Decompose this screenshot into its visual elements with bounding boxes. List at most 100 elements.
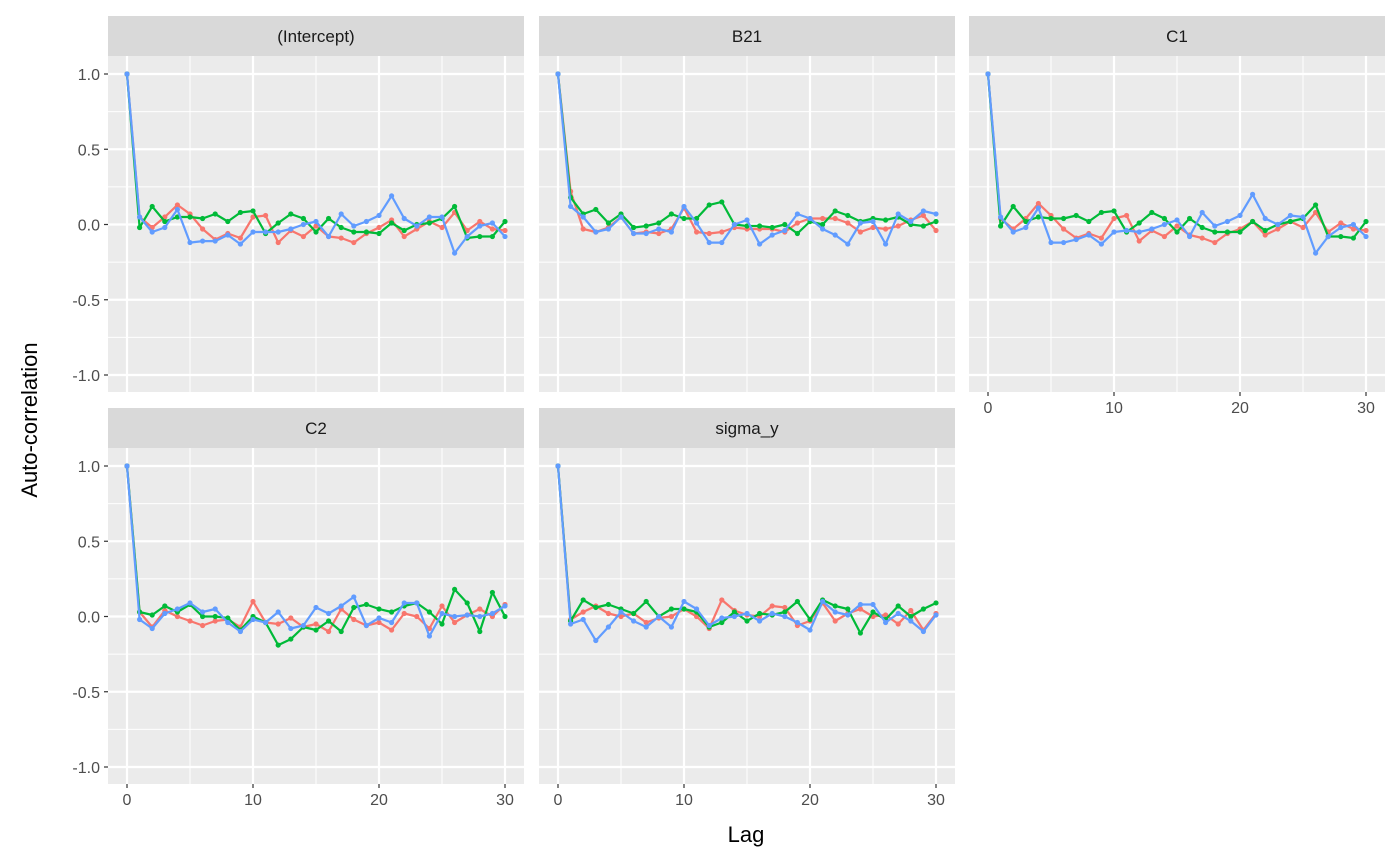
data-point [908,607,914,614]
data-point [719,615,725,621]
data-point [149,229,155,235]
data-point [1212,239,1218,246]
data-point [985,71,991,77]
y-tick-label: 0.5 [78,534,100,551]
data-point [555,463,561,469]
y-tick-label: -0.5 [72,685,100,702]
data-point [769,232,775,238]
data-point [1338,224,1344,231]
data-point [1086,232,1092,238]
data-point [643,619,649,626]
data-point [300,215,306,222]
data-point [376,224,382,231]
data-point [832,603,838,609]
data-point [605,601,612,608]
data-point [1073,212,1079,219]
data-point [706,202,712,208]
data-point [200,238,206,244]
data-point [376,615,382,621]
data-point [933,218,939,225]
data-point [794,220,801,226]
data-point [326,215,332,222]
data-point [580,616,586,623]
facet-strip-title: C1 [1166,27,1188,46]
data-point [389,193,395,199]
data-point [1035,214,1041,220]
x-tick-label: 20 [801,792,819,809]
data-point [1187,233,1193,240]
facet-strip [539,408,955,448]
data-point [1061,239,1067,246]
data-point [149,625,155,632]
data-point [782,604,788,611]
data-point [174,202,180,208]
data-point [908,618,914,624]
data-point [845,212,851,219]
data-point [439,621,445,627]
data-point [237,209,243,216]
data-point [883,226,889,232]
data-point [376,230,382,237]
data-point [288,226,294,232]
data-point [668,229,675,235]
data-point [832,208,838,214]
x-tick-label: 0 [984,400,993,417]
data-point [1350,221,1356,228]
data-point [225,232,231,238]
data-point [631,224,637,231]
data-point [1098,209,1104,216]
x-tick-label: 30 [496,792,514,809]
data-point [1199,224,1205,231]
data-point [920,223,927,229]
data-point [1048,215,1054,222]
data-point [275,621,281,627]
data-point [631,230,637,237]
data-point [782,227,788,234]
data-point [643,230,649,237]
data-point [212,238,218,244]
x-tick-label: 20 [1231,400,1249,417]
data-point [363,229,369,235]
data-point [263,212,269,219]
data-point [807,215,813,222]
data-point [1199,209,1205,216]
data-point [1300,214,1306,220]
data-point [477,218,483,225]
data-point [477,613,483,620]
data-point [200,622,206,629]
data-point [668,613,675,620]
data-point [263,619,269,626]
data-point [1287,212,1293,219]
data-point [225,615,231,621]
data-point [820,215,826,222]
data-point [401,227,407,234]
y-tick-label: 1.0 [78,67,100,84]
y-tick-label: 1.0 [78,459,100,476]
data-point [313,218,319,225]
data-point [212,606,218,612]
data-point [1124,227,1130,234]
data-point [477,223,483,229]
data-point [275,229,281,235]
data-point [489,226,495,232]
data-point [250,208,256,214]
data-point [275,609,281,615]
data-point [719,239,725,246]
data-point [1262,215,1268,222]
data-point [477,628,483,635]
data-point [668,624,675,630]
data-point [920,606,927,612]
data-point [1237,212,1243,219]
data-point [1338,220,1344,226]
x-tick-label: 30 [927,792,945,809]
x-tick-label: 10 [1105,400,1123,417]
data-point [731,613,738,620]
data-point [1338,233,1344,240]
facet-panel-intercept: (Intercept) -1.0 -0.5 0.0 0.5 1.0 [72,16,524,392]
data-point [187,618,193,624]
data-point [681,606,687,612]
data-point [719,597,725,603]
data-point [414,613,420,620]
data-point [845,612,851,618]
